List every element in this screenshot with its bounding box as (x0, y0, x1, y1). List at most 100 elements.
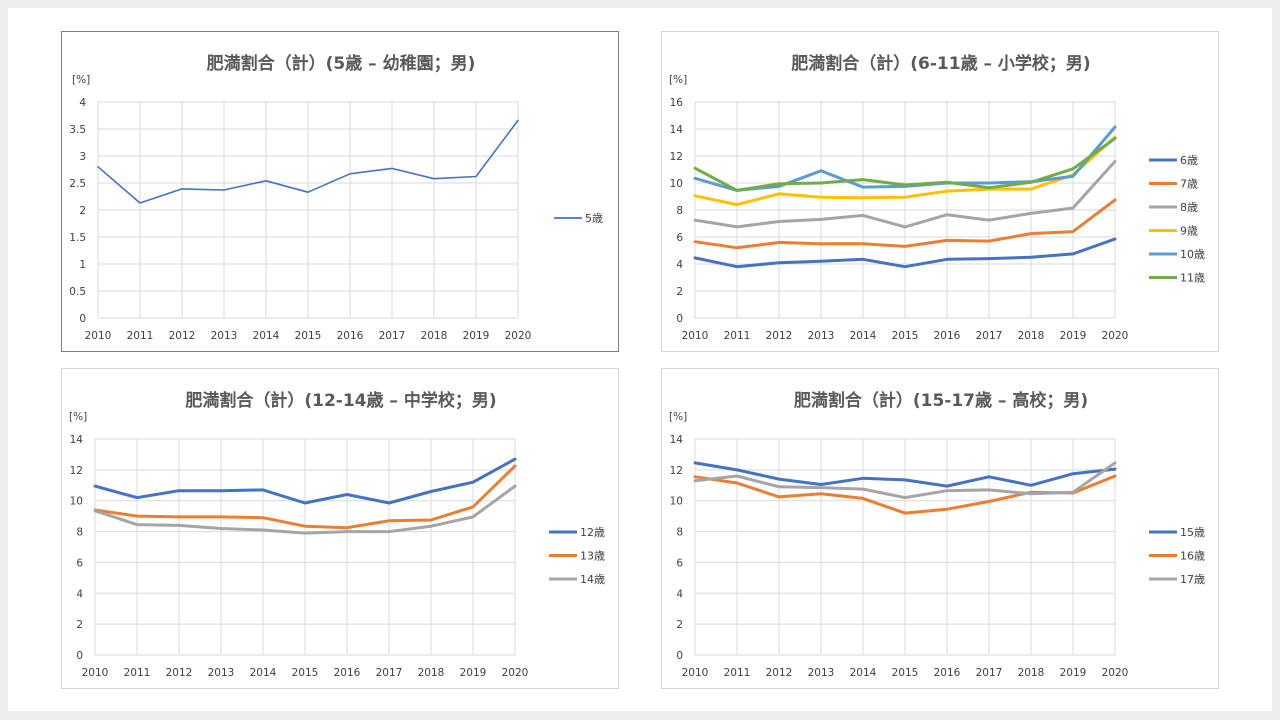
series-line-15歳 (693, 461, 1117, 488)
x-tick-label: 2017 (376, 667, 403, 679)
y-tick-label: 2.5 (69, 178, 86, 190)
x-tick-label: 2016 (334, 667, 361, 679)
x-tick-label: 2017 (976, 667, 1003, 679)
y-tick-label: 4 (76, 588, 83, 600)
x-tick-label: 2019 (1060, 330, 1087, 342)
x-tick-label: 2020 (502, 667, 529, 679)
x-tick-label: 2013 (808, 330, 835, 342)
x-tick-label: 2012 (166, 667, 193, 679)
chart-title: 肥満割合（計）(6-11歳 – 小学校；男) (791, 53, 1090, 74)
series-line-7歳 (693, 198, 1117, 250)
x-tick-label: 2017 (379, 330, 406, 342)
y-tick-label: 12 (70, 465, 83, 477)
chart-title: 肥満割合（計）(5歳 – 幼稚園；男) (207, 53, 476, 74)
x-tick-label: 2014 (850, 330, 877, 342)
series-line-11歳 (693, 136, 1117, 192)
x-tick-label: 2010 (82, 667, 109, 679)
series-line-14歳 (93, 484, 517, 535)
legend-label: 9歳 (1180, 225, 1198, 238)
x-tick-label: 2018 (1018, 667, 1045, 679)
chart-panel-kindergarten: 肥満割合（計）(5歳 – 幼稚園；男) [%] 0 0.5 1 1.5 2 2.5 3 3.5 4 2… (61, 31, 619, 352)
y-tick-label: 10 (70, 496, 83, 508)
legend-label: 14歳 (580, 573, 605, 586)
x-tick-label: 2010 (85, 330, 112, 342)
y-tick-label: 3.5 (69, 124, 86, 136)
y-tick-label: 0 (676, 650, 683, 662)
y-tick-label: 1.5 (69, 232, 86, 244)
chart-svg: 肥満割合（計）(6-11歳 – 小学校；男) [%] 0 2 4 6 8 10 12 14 16 20… (669, 53, 1205, 342)
slide: 肥満割合（計）(5歳 – 幼稚園；男) [%] 0 0.5 1 1.5 2 2.5 3 3.5 4 2… (8, 8, 1272, 711)
y-tick-label: 3 (79, 151, 86, 163)
x-tick-label: 2013 (808, 667, 835, 679)
chart-svg: 肥満割合（計）(15-17歳 – 高校；男) [%] 0 2 4 6 8 10 12 14 2010… (669, 390, 1205, 679)
y-tick-label: 0 (676, 313, 683, 325)
y-tick-label: 6 (76, 557, 83, 569)
chart-svg: 肥満割合（計）(5歳 – 幼稚園；男) [%] 0 0.5 1 1.5 2 2.5 3 3.5 4 2… (69, 53, 603, 342)
legend-label: 12歳 (580, 526, 605, 539)
legend-label: 6歳 (1180, 154, 1198, 167)
legend-label: 17歳 (1180, 573, 1205, 586)
legend-label: 11歳 (1180, 272, 1205, 285)
x-tick-label: 2015 (292, 667, 319, 679)
y-tick-label: 6 (676, 557, 683, 569)
x-tick-label: 2016 (934, 667, 961, 679)
y-unit-label: [%] (669, 74, 687, 86)
x-tick-label: 2020 (1102, 330, 1129, 342)
y-tick-label: 1 (79, 259, 86, 271)
chart-panel-elementary: 肥満割合（計）(6-11歳 – 小学校；男) [%] 0 2 4 6 8 10 12 14 16 20… (661, 31, 1219, 352)
x-tick-label: 2011 (127, 330, 154, 342)
series-line-6歳 (693, 237, 1117, 269)
y-tick-label: 16 (670, 97, 684, 109)
y-tick-label: 2 (676, 286, 683, 298)
series-line-5歳 (97, 119, 519, 204)
series-line-17歳 (693, 461, 1117, 500)
legend-label: 10歳 (1180, 248, 1205, 261)
legend-label: 8歳 (1180, 201, 1198, 214)
y-tick-label: 10 (670, 178, 683, 190)
y-unit-label: [%] (669, 411, 687, 423)
y-tick-label: 6 (676, 232, 683, 244)
chart-title: 肥満割合（計）(15-17歳 – 高校；男) (794, 390, 1088, 411)
y-tick-label: 2 (76, 619, 83, 631)
series-line-13歳 (93, 464, 517, 530)
x-tick-label: 2012 (766, 330, 793, 342)
legend-label: 16歳 (1180, 550, 1205, 563)
y-unit-label: [%] (72, 74, 90, 86)
y-tick-label: 8 (676, 527, 683, 539)
y-tick-label: 4 (676, 259, 683, 271)
y-tick-label: 10 (670, 496, 683, 508)
x-tick-label: 2020 (1102, 667, 1129, 679)
y-tick-label: 14 (670, 124, 684, 136)
x-tick-label: 2019 (463, 330, 490, 342)
x-tick-label: 2016 (934, 330, 961, 342)
chart-panel-junior-high: 肥満割合（計）(12-14歳 – 中学校；男) [%] 0 2 4 6 8 10 12 14 201… (61, 368, 619, 689)
legend-label: 5歳 (585, 212, 603, 225)
x-tick-label: 2015 (295, 330, 322, 342)
series-line-12歳 (93, 457, 517, 505)
x-tick-label: 2015 (892, 667, 919, 679)
x-tick-label: 2018 (418, 667, 445, 679)
y-tick-label: 8 (76, 527, 83, 539)
x-tick-label: 2011 (724, 330, 751, 342)
y-unit-label: [%] (69, 411, 87, 423)
x-tick-label: 2018 (421, 330, 448, 342)
x-tick-label: 2013 (208, 667, 235, 679)
x-tick-label: 2014 (850, 667, 877, 679)
x-tick-label: 2010 (682, 667, 709, 679)
x-tick-label: 2010 (682, 330, 709, 342)
legend-label: 15歳 (1180, 526, 1205, 539)
x-tick-label: 2011 (724, 667, 751, 679)
series-line-9歳 (693, 135, 1117, 207)
x-tick-label: 2012 (766, 667, 793, 679)
y-tick-label: 8 (676, 205, 683, 217)
series-line-8歳 (693, 159, 1117, 229)
chart-svg: 肥満割合（計）(12-14歳 – 中学校；男) [%] 0 2 4 6 8 10 12 14 201… (69, 390, 605, 679)
x-tick-label: 2014 (253, 330, 280, 342)
y-tick-label: 0.5 (69, 286, 86, 298)
y-tick-label: 4 (79, 97, 86, 109)
x-tick-label: 2020 (505, 330, 532, 342)
x-tick-label: 2018 (1018, 330, 1045, 342)
x-tick-label: 2016 (337, 330, 364, 342)
chart-panel-high-school: 肥満割合（計）(15-17歳 – 高校；男) [%] 0 2 4 6 8 10 12 14 2010… (661, 368, 1219, 689)
legend-label: 13歳 (580, 550, 605, 563)
